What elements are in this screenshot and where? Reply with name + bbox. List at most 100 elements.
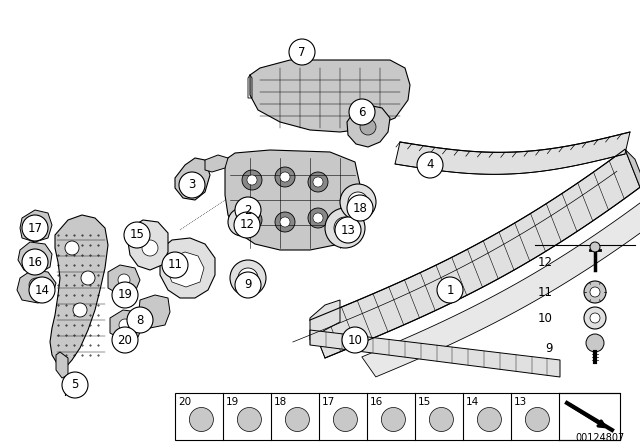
Text: 9: 9 bbox=[545, 341, 553, 354]
Polygon shape bbox=[50, 215, 108, 368]
Polygon shape bbox=[138, 295, 170, 328]
Text: 17: 17 bbox=[322, 397, 335, 407]
Bar bbox=[175, 393, 620, 440]
Circle shape bbox=[477, 408, 501, 431]
Text: 16: 16 bbox=[370, 397, 383, 407]
Text: 14: 14 bbox=[466, 397, 479, 407]
Circle shape bbox=[247, 215, 257, 225]
Circle shape bbox=[334, 217, 356, 239]
Circle shape bbox=[238, 268, 258, 288]
Circle shape bbox=[417, 152, 443, 178]
Circle shape bbox=[62, 372, 88, 398]
Polygon shape bbox=[250, 60, 410, 132]
Circle shape bbox=[235, 197, 261, 223]
Circle shape bbox=[179, 172, 205, 198]
Circle shape bbox=[335, 217, 361, 243]
Circle shape bbox=[242, 210, 262, 230]
Circle shape bbox=[247, 175, 257, 185]
Text: 15: 15 bbox=[129, 228, 145, 241]
Polygon shape bbox=[18, 242, 52, 274]
Circle shape bbox=[112, 282, 138, 308]
Text: 18: 18 bbox=[353, 202, 367, 215]
Circle shape bbox=[234, 212, 260, 238]
Polygon shape bbox=[56, 352, 68, 378]
Circle shape bbox=[590, 313, 600, 323]
Circle shape bbox=[349, 99, 375, 125]
Circle shape bbox=[112, 327, 138, 353]
Circle shape bbox=[280, 217, 290, 227]
Text: 10: 10 bbox=[538, 311, 553, 324]
Circle shape bbox=[285, 408, 309, 431]
Polygon shape bbox=[205, 155, 228, 172]
Polygon shape bbox=[108, 265, 140, 295]
Circle shape bbox=[348, 192, 368, 212]
Circle shape bbox=[124, 222, 150, 248]
Circle shape bbox=[584, 281, 606, 303]
Polygon shape bbox=[17, 270, 56, 303]
Text: 10: 10 bbox=[348, 333, 362, 346]
Circle shape bbox=[65, 241, 79, 255]
Text: 14: 14 bbox=[35, 284, 49, 297]
Polygon shape bbox=[362, 199, 640, 377]
Text: 6: 6 bbox=[358, 105, 365, 119]
Circle shape bbox=[118, 274, 130, 286]
Circle shape bbox=[29, 277, 55, 303]
Circle shape bbox=[235, 272, 261, 298]
Circle shape bbox=[437, 277, 463, 303]
Text: 7: 7 bbox=[298, 46, 306, 59]
Circle shape bbox=[590, 242, 600, 252]
Text: 5: 5 bbox=[71, 379, 79, 392]
Polygon shape bbox=[625, 149, 640, 197]
Polygon shape bbox=[20, 210, 52, 242]
Polygon shape bbox=[310, 300, 340, 340]
Circle shape bbox=[381, 408, 405, 431]
Circle shape bbox=[340, 184, 376, 220]
Text: 8: 8 bbox=[136, 314, 144, 327]
Circle shape bbox=[275, 212, 295, 232]
Circle shape bbox=[275, 167, 295, 187]
Circle shape bbox=[429, 408, 453, 431]
Polygon shape bbox=[128, 220, 168, 270]
Circle shape bbox=[360, 119, 376, 135]
Text: 3: 3 bbox=[188, 178, 196, 191]
Text: 19: 19 bbox=[118, 289, 132, 302]
Circle shape bbox=[189, 408, 213, 431]
Polygon shape bbox=[310, 149, 640, 358]
Circle shape bbox=[73, 303, 87, 317]
Circle shape bbox=[228, 208, 256, 236]
Text: 13: 13 bbox=[514, 397, 527, 407]
Circle shape bbox=[584, 307, 606, 329]
Circle shape bbox=[29, 251, 43, 265]
Circle shape bbox=[325, 208, 365, 248]
Circle shape bbox=[347, 195, 373, 221]
Text: 13: 13 bbox=[340, 224, 355, 237]
Text: 1: 1 bbox=[446, 284, 454, 297]
Circle shape bbox=[237, 408, 261, 431]
Text: 12: 12 bbox=[239, 219, 255, 232]
Text: 17: 17 bbox=[28, 221, 42, 234]
Circle shape bbox=[289, 39, 315, 65]
Text: 15: 15 bbox=[418, 397, 431, 407]
Circle shape bbox=[586, 334, 604, 352]
Text: 16: 16 bbox=[28, 255, 42, 268]
Circle shape bbox=[313, 177, 323, 187]
Circle shape bbox=[162, 252, 188, 278]
Text: 11: 11 bbox=[538, 285, 553, 298]
Text: 9: 9 bbox=[244, 279, 252, 292]
Polygon shape bbox=[110, 310, 143, 340]
Circle shape bbox=[142, 240, 158, 256]
Circle shape bbox=[280, 172, 290, 182]
Text: 2: 2 bbox=[244, 203, 252, 216]
Circle shape bbox=[525, 408, 549, 431]
Polygon shape bbox=[347, 105, 390, 147]
Text: 12: 12 bbox=[538, 255, 553, 268]
Circle shape bbox=[81, 271, 95, 285]
Circle shape bbox=[29, 278, 43, 292]
Circle shape bbox=[22, 249, 48, 275]
Circle shape bbox=[235, 215, 249, 229]
Polygon shape bbox=[310, 330, 560, 377]
Text: 19: 19 bbox=[226, 397, 239, 407]
Polygon shape bbox=[175, 158, 210, 200]
Circle shape bbox=[242, 170, 262, 190]
Text: 20: 20 bbox=[118, 333, 132, 346]
